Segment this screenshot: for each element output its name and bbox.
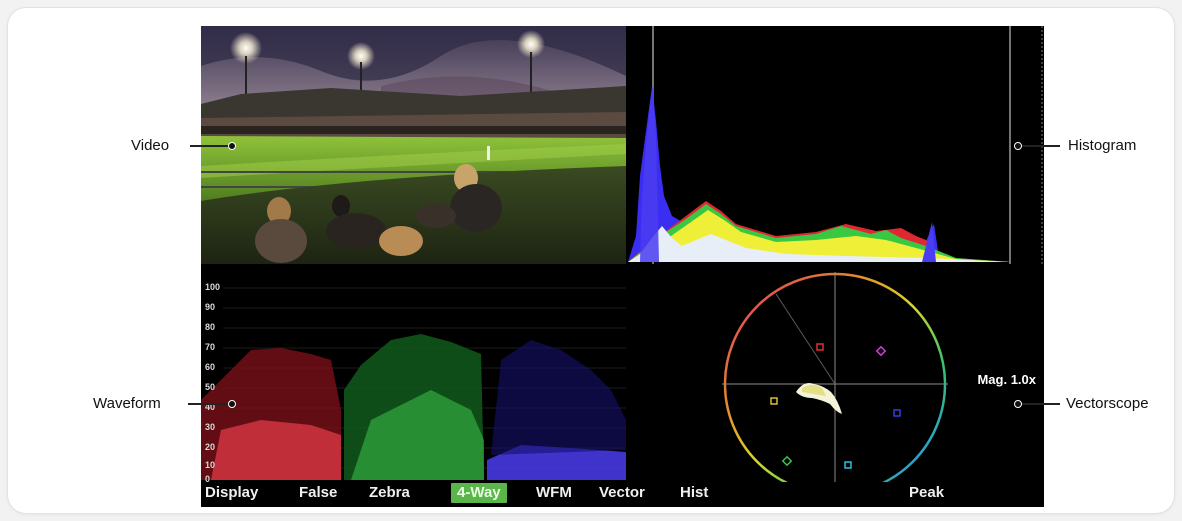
monitor-screen: 100 90 80 70 60 50 40 30 20 10 0 xyxy=(201,26,1044,507)
vectorscope-pane: Mag. 1.0x xyxy=(626,264,1044,482)
callout-histogram-label: Histogram xyxy=(1068,137,1137,154)
scope-menu-bar: Display False Zebra 4-Way WFM Vector His… xyxy=(201,481,1044,507)
callout-waveform-line xyxy=(188,403,232,405)
menu-display[interactable]: Display xyxy=(205,484,259,501)
waveform-scale-100: 100 xyxy=(205,282,221,292)
menu-hist[interactable]: Hist xyxy=(680,484,709,501)
callout-video-dot xyxy=(228,142,236,150)
callout-waveform-dot xyxy=(228,400,236,408)
callout-histogram-line xyxy=(1020,145,1060,147)
menu-wfm[interactable]: WFM xyxy=(536,484,572,501)
waveform-scale-20: 20 xyxy=(205,442,216,452)
waveform-scale-80: 80 xyxy=(205,322,216,332)
waveform-graph xyxy=(201,270,626,482)
callout-vectorscope-dot xyxy=(1014,400,1022,408)
waveform-scale-0: 0 xyxy=(205,474,211,482)
waveform-pane: 100 90 80 70 60 50 40 30 20 10 0 xyxy=(201,270,626,482)
menu-zebra[interactable]: Zebra xyxy=(369,484,410,501)
callout-video-line xyxy=(190,145,232,147)
menu-false-color[interactable]: False xyxy=(299,484,338,501)
waveform-scale-30: 30 xyxy=(205,422,216,432)
callout-video-label: Video xyxy=(131,137,170,154)
waveform-scale-50: 50 xyxy=(205,382,216,392)
callout-vectorscope-line xyxy=(1020,403,1060,405)
waveform-scale-70: 70 xyxy=(205,342,216,352)
vectorscope-graph xyxy=(626,264,1044,482)
callout-vectorscope-label: Vectorscope xyxy=(1066,395,1149,412)
histogram-pane xyxy=(626,26,1044,264)
video-image xyxy=(201,26,626,264)
waveform-scale-60: 60 xyxy=(205,362,216,372)
callout-histogram-dot xyxy=(1014,142,1022,150)
callout-waveform-label: Waveform xyxy=(93,395,161,412)
waveform-scale-10: 10 xyxy=(205,460,216,470)
histogram-graph xyxy=(626,26,1044,264)
waveform-scale-40: 40 xyxy=(205,402,216,412)
magnification-label: Mag. 1.0x xyxy=(977,372,1036,387)
menu-peak[interactable]: Peak xyxy=(909,484,945,501)
waveform-scale-90: 90 xyxy=(205,302,216,312)
video-pane xyxy=(201,26,626,264)
menu-4-way-active[interactable]: 4-Way xyxy=(451,483,507,503)
menu-vector[interactable]: Vector xyxy=(599,484,645,501)
